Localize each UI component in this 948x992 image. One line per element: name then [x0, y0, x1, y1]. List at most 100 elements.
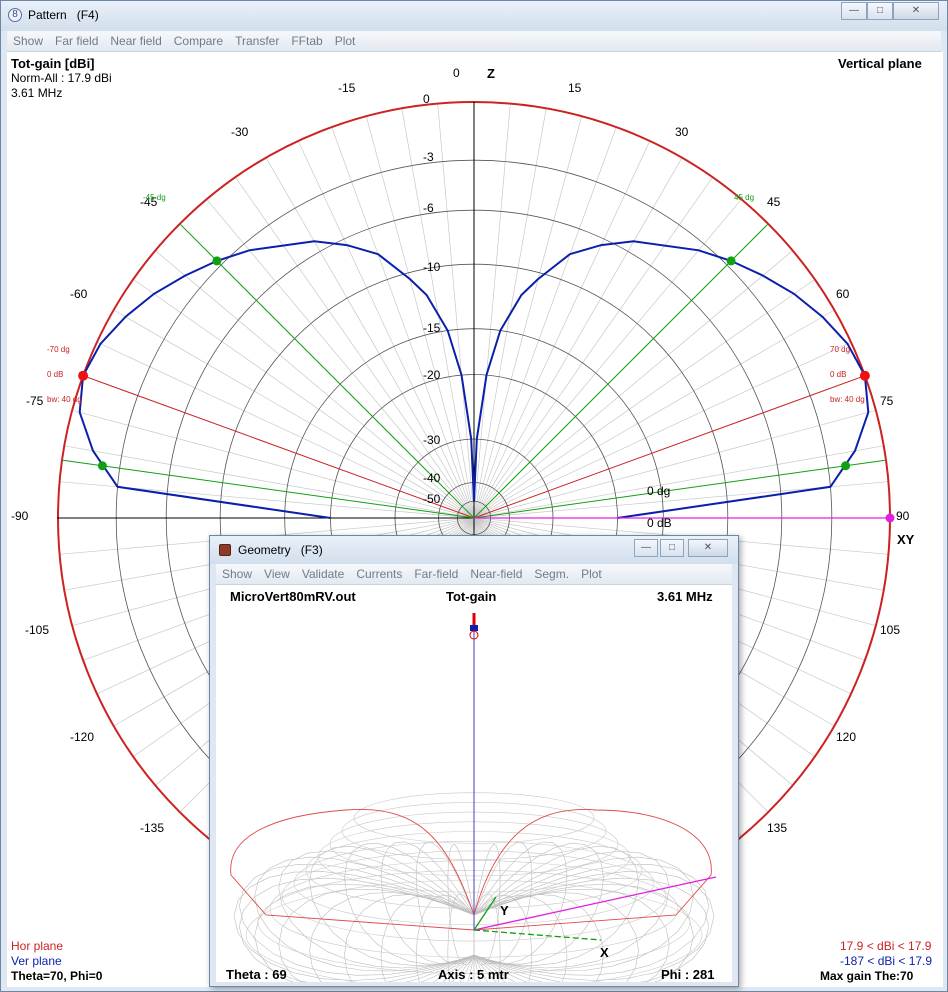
left-beamwidth-marker	[97, 461, 107, 471]
horizontal-cut-trace	[230, 809, 712, 931]
angle-label-75: 75	[880, 394, 894, 408]
geometry-icon[interactable]	[219, 544, 231, 556]
mesh-line	[380, 841, 475, 964]
angle-label-105: 105	[880, 623, 901, 637]
window-title: Pattern (F4)	[28, 8, 99, 22]
vertical-plane-trace-group	[78, 240, 870, 519]
geometry-close-button[interactable]: ✕	[688, 539, 728, 557]
ring-label-50: -50	[423, 492, 441, 506]
geo-menu-far-field[interactable]: Far-field	[414, 567, 459, 581]
right-beamwidth-line	[473, 459, 887, 519]
mesh-line	[278, 850, 475, 969]
grid-spoke	[72, 409, 475, 519]
geo-menu-show[interactable]: Show	[222, 567, 253, 581]
menu-near-field[interactable]: Near field	[110, 34, 162, 48]
ring-label-3: -3	[423, 150, 434, 164]
mesh-line	[473, 841, 533, 965]
menu-show[interactable]: Show	[13, 34, 44, 48]
mesh-line	[473, 850, 670, 969]
geometry-minimize-button[interactable]: —	[634, 539, 658, 557]
grid-spoke	[473, 250, 793, 519]
angle-label-60: 60	[836, 287, 850, 301]
grid-spoke	[473, 199, 742, 519]
angle-label-neg90: -90	[11, 509, 29, 523]
grid-spoke	[473, 309, 835, 519]
geo-menu-currents[interactable]: Currents	[356, 567, 403, 581]
angle-label-135: 135	[767, 821, 788, 835]
minimize-button[interactable]: —	[841, 2, 867, 20]
title-bar[interactable]: 8 Pattern (F4) — □ ✕	[1, 1, 947, 31]
right-beamwidth-marker	[726, 256, 736, 266]
menu-far-field[interactable]: Far field	[55, 34, 99, 48]
maximize-button[interactable]: □	[867, 2, 893, 20]
geo-quantity: Tot-gain	[446, 589, 497, 604]
minimize-icon: —	[849, 5, 859, 16]
ring-label-15: -15	[423, 321, 441, 335]
left-bw-label: bw: 40 dg	[47, 395, 82, 404]
mesh-line	[309, 845, 475, 966]
close-button[interactable]: ✕	[893, 2, 939, 20]
menu-bar: Show Far field Near field Compare Transfer FF…	[7, 31, 941, 52]
minimize-icon: —	[641, 542, 651, 553]
mesh-line	[238, 877, 475, 987]
geo-axis: Axis : 5 mtr	[438, 967, 509, 982]
angle-label-neg15: -15	[338, 81, 356, 95]
menu-compare[interactable]: Compare	[173, 34, 224, 48]
cursor-readout: Theta=70, Phi=0	[11, 969, 103, 983]
window-shortcut: (F4)	[76, 8, 99, 22]
geometry-view[interactable]: MicroVert80mRV.out Tot-gain 3.61 MHz The…	[216, 585, 732, 992]
markers-group	[61, 223, 895, 523]
geo-menu-plot[interactable]: Plot	[581, 567, 602, 581]
vertical-plane-trace-left	[78, 240, 475, 519]
geo-menu-near-field[interactable]: Near-field	[470, 567, 523, 581]
geo-phi: Phi : 281	[661, 967, 715, 982]
zero-db-label: 0 dB	[647, 516, 672, 530]
right-bw-label: bw: 40 dg	[830, 395, 865, 404]
angle-label-45: 45	[767, 195, 781, 209]
geometry-maximize-button[interactable]: □	[660, 539, 684, 557]
angle-label-120: 120	[836, 730, 857, 744]
ring-label-0: 0	[423, 92, 430, 106]
menu-fftab[interactable]: FFtab	[291, 34, 323, 48]
left-beamwidth-line	[61, 459, 475, 519]
angle-label-neg60: -60	[70, 287, 88, 301]
geo-menu-segm[interactable]: Segm.	[534, 567, 570, 581]
angle-label-neg105: -105	[25, 623, 50, 637]
mesh-line	[473, 863, 710, 976]
geo-theta: Theta : 69	[226, 967, 287, 982]
axis-xy-label: XY	[897, 532, 915, 547]
left-beamwidth-marker	[212, 256, 222, 266]
source-marker	[470, 625, 478, 631]
geometry-title-bar[interactable]: Geometry (F3) — □ ✕	[210, 536, 738, 564]
geometry-title-text: Geometry	[238, 543, 291, 557]
plot-frequency: 3.61 MHz	[11, 86, 63, 100]
menu-transfer[interactable]: Transfer	[235, 34, 280, 48]
grid-spoke	[473, 341, 852, 519]
right-beamwidth-marker	[841, 461, 851, 471]
mesh-line	[473, 843, 501, 965]
geo-file-name: MicroVert80mRV.out	[230, 589, 356, 604]
mesh-line	[473, 871, 715, 981]
angle-label-90: 90	[896, 509, 910, 523]
grid-spoke	[265, 157, 475, 519]
grid-spoke	[473, 409, 876, 519]
hor-range-readout: 17.9 < dBi < 17.9	[840, 939, 932, 953]
angle-label-neg30: -30	[231, 125, 249, 139]
left-max-gain-marker	[78, 370, 89, 381]
legend-hor-plane: Hor plane	[11, 939, 64, 953]
mesh-line	[473, 856, 694, 972]
geo-menu-validate[interactable]: Validate	[301, 567, 345, 581]
ring-label-20: -20	[423, 368, 441, 382]
grid-spoke	[473, 116, 583, 519]
mesh-line	[254, 883, 475, 992]
left-peak-angle-label: -70 dg	[47, 345, 70, 354]
pattern-icon[interactable]: 8	[8, 8, 22, 22]
geometry-window[interactable]: Geometry (F3) — □ ✕ Show View Validate Curr…	[209, 535, 739, 992]
mesh-line	[447, 843, 475, 965]
plot-norm: Norm-All : 17.9 dBi	[11, 71, 112, 85]
menu-plot[interactable]: Plot	[334, 34, 356, 48]
geo-menu-view[interactable]: View	[264, 567, 290, 581]
angle-label-15: 15	[568, 81, 582, 95]
grid-spoke	[437, 103, 475, 519]
angle-label-30: 30	[675, 125, 689, 139]
